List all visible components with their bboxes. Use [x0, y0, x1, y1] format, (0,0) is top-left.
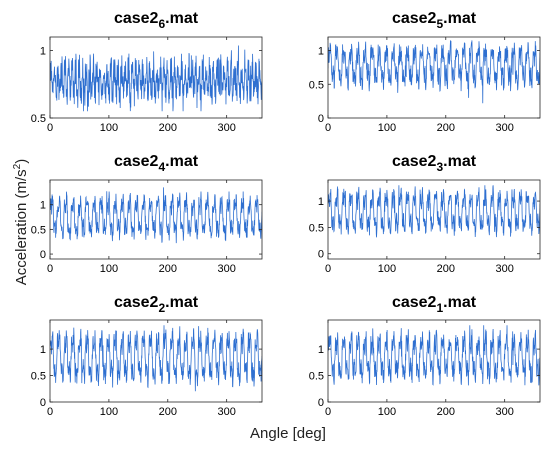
- series-line: [328, 40, 540, 104]
- x-tick-label: 200: [159, 263, 177, 275]
- y-tick-label: 0: [40, 397, 46, 409]
- series-line: [50, 45, 262, 112]
- y-tick-label: 1: [40, 46, 46, 58]
- series-line: [328, 185, 540, 238]
- y-tick-label: 1: [40, 200, 46, 212]
- x-tick-label: 0: [325, 406, 331, 418]
- x-tick-label: 300: [495, 122, 513, 134]
- x-tick-label: 0: [325, 263, 331, 275]
- x-tick-label: 100: [378, 122, 396, 134]
- y-tick-label: 0.5: [309, 371, 324, 383]
- y-tick-label: 1: [40, 344, 46, 356]
- x-tick-label: 100: [378, 263, 396, 275]
- x-tick-label: 200: [159, 122, 177, 134]
- y-tick-label: 1: [318, 46, 324, 58]
- y-axis-label: Acceleration (m/s2): [12, 159, 30, 285]
- subplot-3: case24.mat 0 100 200 300 0 0.5 1: [31, 153, 263, 275]
- y-tick-label: 0.5: [309, 222, 324, 234]
- x-tick-label: 300: [217, 122, 235, 134]
- x-tick-label: 300: [495, 406, 513, 418]
- subplot-1: case26.mat 0 100 200 300 0.5 1: [31, 10, 263, 134]
- x-tick-label: 300: [217, 406, 235, 418]
- y-tick-label: 0.5: [31, 224, 46, 236]
- subplot-title: case23.mat: [392, 153, 477, 174]
- y-tick-label: 1: [318, 196, 324, 208]
- subplot-2: case25.mat 0 100 200 300 0 0.5 1: [309, 10, 541, 134]
- axes-box: [327, 179, 541, 260]
- subplot-title: case21.mat: [392, 294, 477, 315]
- x-tick-label: 300: [217, 263, 235, 275]
- y-tick-label: 0.5: [31, 113, 46, 125]
- axes-box: [327, 36, 541, 119]
- plot-area: [328, 180, 540, 259]
- x-tick-label: 100: [100, 406, 118, 418]
- axes-box: [49, 36, 263, 119]
- y-tick-label: 0: [318, 397, 324, 409]
- subplot-4: case23.mat 0 100 200 300 0 0.5 1: [309, 153, 541, 275]
- y-tick-label: 0.5: [31, 371, 46, 383]
- x-tick-label: 0: [47, 406, 53, 418]
- subplot-title: case25.mat: [392, 10, 477, 31]
- x-tick-label: 200: [437, 122, 455, 134]
- x-tick-label: 300: [495, 263, 513, 275]
- axes-box: [327, 319, 541, 403]
- x-tick-label: 100: [100, 263, 118, 275]
- y-tick-label: 0: [318, 113, 324, 125]
- series-line: [50, 325, 262, 392]
- x-tick-label: 0: [47, 263, 53, 275]
- series-line: [50, 187, 262, 244]
- y-tick-label: 0: [40, 249, 46, 261]
- series-line: [328, 325, 540, 386]
- y-tick-label: 1: [318, 344, 324, 356]
- subplot-title: case26.mat: [114, 10, 199, 31]
- x-tick-label: 200: [159, 406, 177, 418]
- x-tick-label: 0: [47, 122, 53, 134]
- subplot-6: case21.mat 0 100 200 300 0 0.5 1: [309, 294, 541, 418]
- x-tick-label: 200: [437, 263, 455, 275]
- x-tick-label: 100: [378, 406, 396, 418]
- subplot-5: case22.mat 0 100 200 300 0 0.5 1: [31, 294, 263, 418]
- x-tick-label: 0: [325, 122, 331, 134]
- subplot-title: case24.mat: [114, 153, 199, 174]
- x-tick-label: 100: [100, 122, 118, 134]
- x-tick-label: 200: [437, 406, 455, 418]
- subplot-title: case22.mat: [114, 294, 199, 315]
- y-tick-label: 0: [318, 249, 324, 261]
- axes-box: [49, 319, 263, 403]
- axes-box: [49, 179, 263, 260]
- x-axis-label: Angle [deg]: [250, 425, 326, 442]
- y-tick-label: 0.5: [309, 79, 324, 91]
